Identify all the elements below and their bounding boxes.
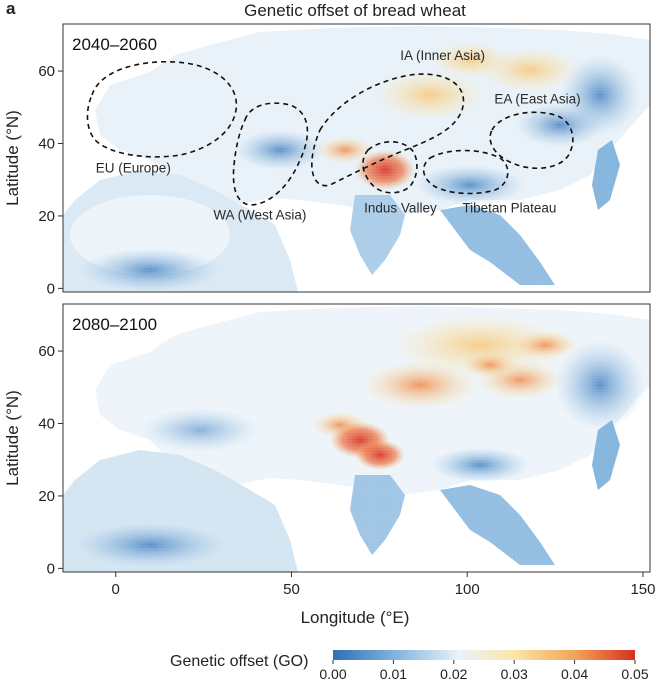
region-label-ia: IA (Inner Asia) (400, 48, 485, 63)
colorbar-tick-label: 0.04 (561, 666, 588, 682)
y-tick-label: 60 (38, 343, 55, 360)
colorbar: Genetic offset (GO) 0.00 0.01 0.02 0.03 0.04… (170, 650, 649, 682)
region-label-ea: EA (East Asia) (494, 92, 580, 107)
panel-1-frame (62, 23, 651, 293)
y-axis-title-2: Latitude (°N) (3, 390, 22, 486)
y-tick-label: 40 (38, 136, 55, 153)
chart-title: Genetic offset of bread wheat (244, 1, 466, 20)
x-tick-label: 0 (112, 581, 120, 598)
y-tick-label: 0 (47, 560, 55, 577)
panel-1-period: 2040–2060 (72, 35, 157, 54)
outline-eu (86, 60, 238, 158)
x-tick-label: 50 (283, 581, 300, 598)
outline-wa (232, 102, 309, 206)
map-1 (63, 24, 650, 292)
x-tick-label: 150 (630, 581, 655, 598)
outline-tibet (422, 149, 509, 195)
panel-2040-2060: 2040–2060 EU (Europe) WA (West Asia) IA … (62, 23, 651, 293)
y-tick-label: 40 (38, 416, 55, 433)
panel-2-frame (62, 303, 651, 573)
y-axis-title-1: Latitude (°N) (3, 110, 22, 206)
axes: 0 20 40 60 0 20 40 60 0 50 100 150 (38, 63, 655, 598)
colorbar-tick-label: 0.03 (501, 666, 528, 682)
panel-letter: a (6, 0, 16, 18)
colorbar-ticks: 0.00 0.01 0.02 0.03 0.04 0.05 (319, 660, 649, 682)
x-axis-title: Longitude (°E) (301, 608, 410, 627)
outline-ia (311, 73, 465, 187)
region-label-wa: WA (West Asia) (213, 208, 306, 223)
y-tick-label: 60 (38, 63, 55, 80)
colorbar-gradient (333, 650, 635, 660)
region-label-tibet: Tibetan Plateau (462, 200, 556, 215)
colorbar-tick-label: 0.05 (621, 666, 648, 682)
colorbar-tick-label: 0.01 (380, 666, 407, 682)
x-tick-label: 100 (455, 581, 480, 598)
y-tick-label: 0 (47, 280, 55, 297)
panel-2080-2100: 2080–2100 (62, 303, 651, 573)
region-label-indus: Indus Valley (364, 200, 437, 215)
colorbar-tick-label: 0.02 (440, 666, 467, 682)
colorbar-title: Genetic offset (GO) (170, 653, 308, 670)
panel-2-period: 2080–2100 (72, 315, 157, 334)
outline-ea (489, 111, 574, 170)
colorbar-tick-label: 0.00 (319, 666, 346, 682)
y-tick-label: 20 (38, 488, 55, 505)
y-tick-label: 20 (38, 208, 55, 225)
region-label-eu: EU (Europe) (96, 160, 171, 175)
map-2 (63, 304, 650, 572)
